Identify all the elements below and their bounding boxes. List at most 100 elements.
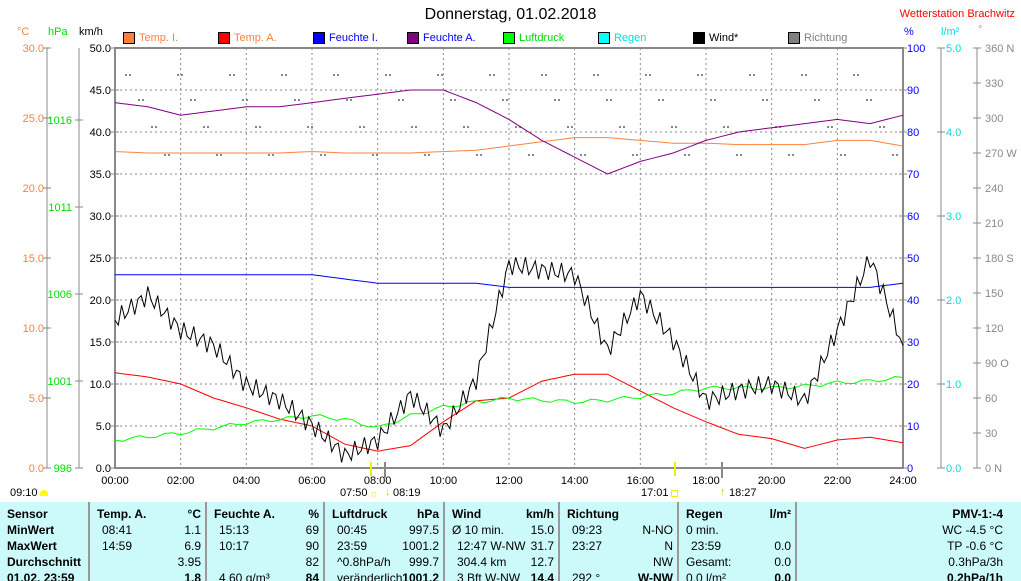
pressure-tick-label: 1001 (48, 376, 72, 388)
moonrise-time: 09:10 (10, 487, 38, 499)
humidity-tick-label: 70 (907, 169, 919, 181)
stats-table: Sensor MinWert MaxWert Durchschnitt 01.02. 2… (0, 502, 1021, 581)
chart-title: Donnerstag, 01.02.2018 (424, 6, 597, 23)
table-cell: 1001.2 (402, 571, 439, 581)
table-header: km/h (525, 507, 554, 521)
legend-label: Luftdruck (519, 32, 565, 44)
legend-item: Wind* (693, 32, 738, 44)
table-cell: 12:47 W-NW (457, 539, 526, 553)
table-cell: MinWert (7, 523, 55, 537)
table-cell: 0 min. (686, 523, 719, 537)
series-line-luftdruck (114, 375, 904, 442)
legend-label: Feuchte I. (329, 32, 378, 44)
table-cell: 292 ° (572, 571, 601, 581)
table-cell: 0.0 l/m² (686, 571, 727, 581)
table-cell: 3 Bft W-NW (457, 571, 521, 581)
table-cell: 0.0 (774, 571, 791, 581)
pressure-unit: hPa (48, 26, 68, 38)
humidity-tick-label: 30 (907, 337, 919, 349)
legend-item: Richtung (788, 32, 847, 44)
wind-tick-label: 10.0 (90, 379, 111, 391)
x-tick-label: 14:00 (561, 475, 589, 487)
table-cell: Durchschnitt (7, 555, 82, 569)
series-line-temp-i- (114, 137, 904, 154)
moonrise2-time: 18:27 (729, 487, 757, 499)
temp-unit: °C (17, 26, 30, 38)
table-column: PMV-1:-4 WC -4.5 °C TP -0.6 °C 0.3hPa/3h 0.2… (795, 502, 1021, 581)
direction-tick-label: 240 (985, 183, 1003, 195)
table-cell: 08:41 (102, 523, 133, 537)
legend-item: Temp. I. (123, 32, 178, 44)
table-cell: WC -4.5 °C (942, 523, 1003, 537)
station-name: Wetterstation Brachwitz (899, 8, 1015, 20)
table-cell: 1.1 (184, 523, 201, 537)
rain-tick-label: 2.0 (946, 295, 961, 307)
x-tick-label: 24:00 (889, 475, 917, 487)
series-line-wind- (114, 256, 904, 463)
direction-tick-label: 30 (985, 428, 997, 440)
pressure-tick-label: 1011 (48, 202, 72, 214)
table-header: Luftdruck (332, 507, 388, 521)
table-column: Wind km/h Ø 10 min. 15.0 12:47 W-NW 31.7 304.4… (443, 502, 560, 581)
table-cell: 69 (305, 523, 319, 537)
legend-swatch (218, 32, 230, 44)
legend-swatch (693, 32, 705, 44)
x-tick-label: 12:00 (495, 475, 523, 487)
moonset-arrow-icon: ↓ (385, 486, 391, 498)
legend-label: Regen (614, 32, 647, 44)
moonset-time: 08:19 (393, 487, 421, 499)
legend-swatch (407, 32, 419, 44)
legend-label: Feuchte A. (423, 32, 476, 44)
table-column: Richtung 09:23 N-NO 23:27 N NW 292 ° W-NW (558, 502, 679, 581)
humidity-tick-label: 40 (907, 295, 919, 307)
x-tick-label: 16:00 (627, 475, 655, 487)
direction-tick-label: 90 O (985, 358, 1009, 370)
table-header: Temp. A. (97, 507, 147, 521)
table-cell: W-NW (637, 571, 673, 581)
wind-tick-label: 50.0 (90, 43, 111, 55)
direction-tick-label: 210 (985, 218, 1003, 230)
direction-tick-label: 60 (985, 393, 997, 405)
temp-tick-label: 15.0 (23, 253, 44, 265)
legend-item: Luftdruck (503, 32, 564, 44)
table-cell: 84 (305, 571, 319, 581)
legend-item: Temp. A. (218, 32, 277, 44)
legend-swatch (503, 32, 515, 44)
table-cell: 00:45 (337, 523, 368, 537)
table-header: % (308, 507, 319, 521)
pressure-tick-label: 996 (54, 463, 72, 475)
direction-tick-label: 270 W (985, 148, 1017, 160)
table-cell: MaxWert (7, 539, 57, 553)
table-header: l/m² (769, 507, 791, 521)
sun-icon: ☼ (369, 488, 380, 500)
direction-tick-label: 360 N (985, 43, 1014, 55)
temp-tick-label: 25.0 (23, 113, 44, 125)
table-cell: 23:27 (572, 539, 603, 553)
table-cell: NW (653, 555, 673, 569)
x-tick-label: 00:00 (101, 475, 129, 487)
table-cell: 23:59 (337, 539, 368, 553)
table-cell: TP -0.6 °C (947, 539, 1003, 553)
x-tick-label: 02:00 (167, 475, 195, 487)
sunrise-time: 07:50 (340, 487, 368, 499)
table-cell: 90 (305, 539, 319, 553)
table-header: hPa (416, 507, 439, 521)
rain-unit: l/m² (941, 26, 960, 38)
table-cell: 304.4 km (457, 555, 507, 569)
table-cell: 0.0 (774, 539, 791, 553)
table-cell: 82 (305, 555, 319, 569)
humidity-tick-label: 0 (907, 463, 913, 475)
legend-label: Temp. A. (234, 32, 277, 44)
table-cell: 0.3hPa/3h (948, 555, 1003, 569)
direction-unit: ° (978, 24, 983, 36)
series-line-feuchte-i- (115, 274, 904, 288)
humidity-tick-label: 90 (907, 85, 919, 97)
table-header: Wind (452, 507, 482, 521)
x-tick-label: 04:00 (233, 475, 261, 487)
temp-tick-label: 0.0 (29, 463, 44, 475)
wind-tick-label: 30.0 (90, 211, 111, 223)
rain-tick-label: 3.0 (946, 211, 961, 223)
table-header: °C (187, 507, 201, 521)
humidity-tick-label: 60 (907, 211, 919, 223)
